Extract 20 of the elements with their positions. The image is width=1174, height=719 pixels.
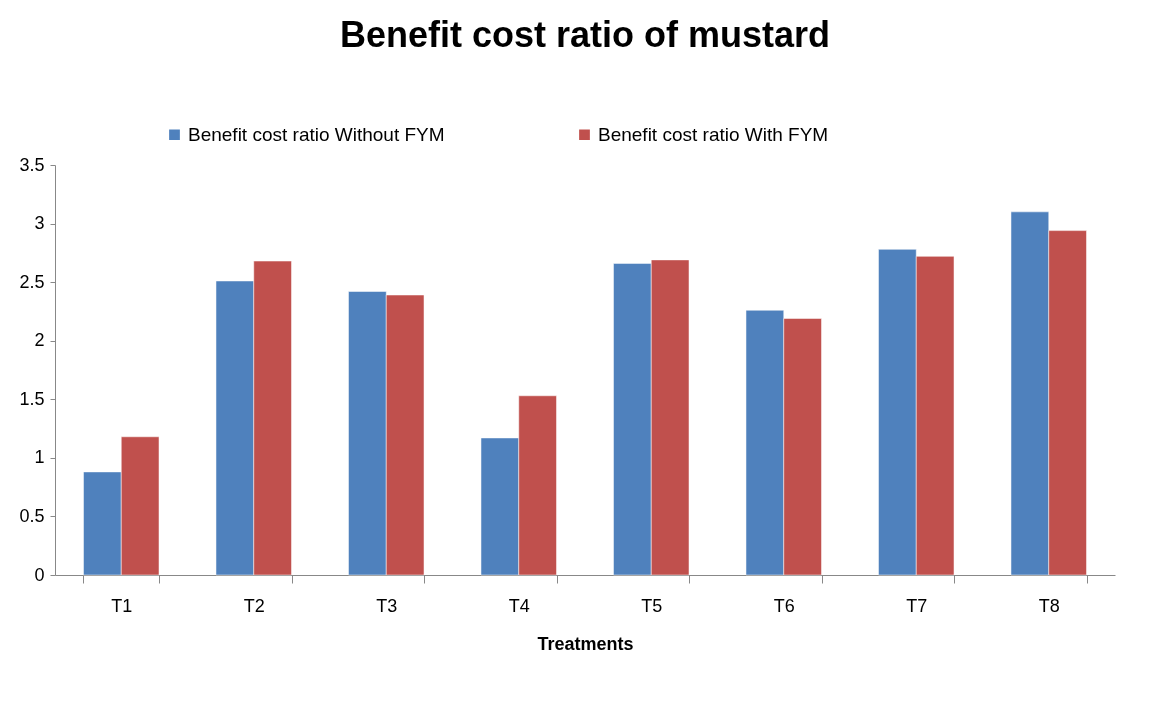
- y-tick-label: 1: [34, 447, 45, 468]
- x-tick-label: T6: [773, 595, 795, 616]
- x-tick-label: T8: [1038, 595, 1060, 616]
- x-tick-label: T2: [243, 595, 265, 616]
- y-tick-label: 1.5: [19, 388, 45, 409]
- x-tick-label: T4: [508, 595, 530, 616]
- x-tick-label: T5: [641, 595, 663, 616]
- y-tick-label: 0.5: [19, 505, 45, 526]
- x-tick-label: T7: [906, 595, 928, 616]
- x-tick-label: T3: [376, 595, 398, 616]
- y-tick-label: 3.5: [19, 154, 45, 175]
- x-axis-title: Treatments: [537, 633, 634, 654]
- y-tick-label: 3: [34, 213, 45, 234]
- y-tick-label: 2: [34, 330, 45, 351]
- chart-title: Benefit cost ratio of mustard: [339, 14, 831, 55]
- legend-label: Benefit cost ratio Without FYM: [188, 123, 445, 145]
- y-tick-label: 0: [34, 564, 45, 585]
- legend-label: Benefit cost ratio With FYM: [598, 123, 829, 145]
- x-tick-label: T1: [111, 595, 133, 616]
- y-tick-label: 2.5: [19, 271, 45, 292]
